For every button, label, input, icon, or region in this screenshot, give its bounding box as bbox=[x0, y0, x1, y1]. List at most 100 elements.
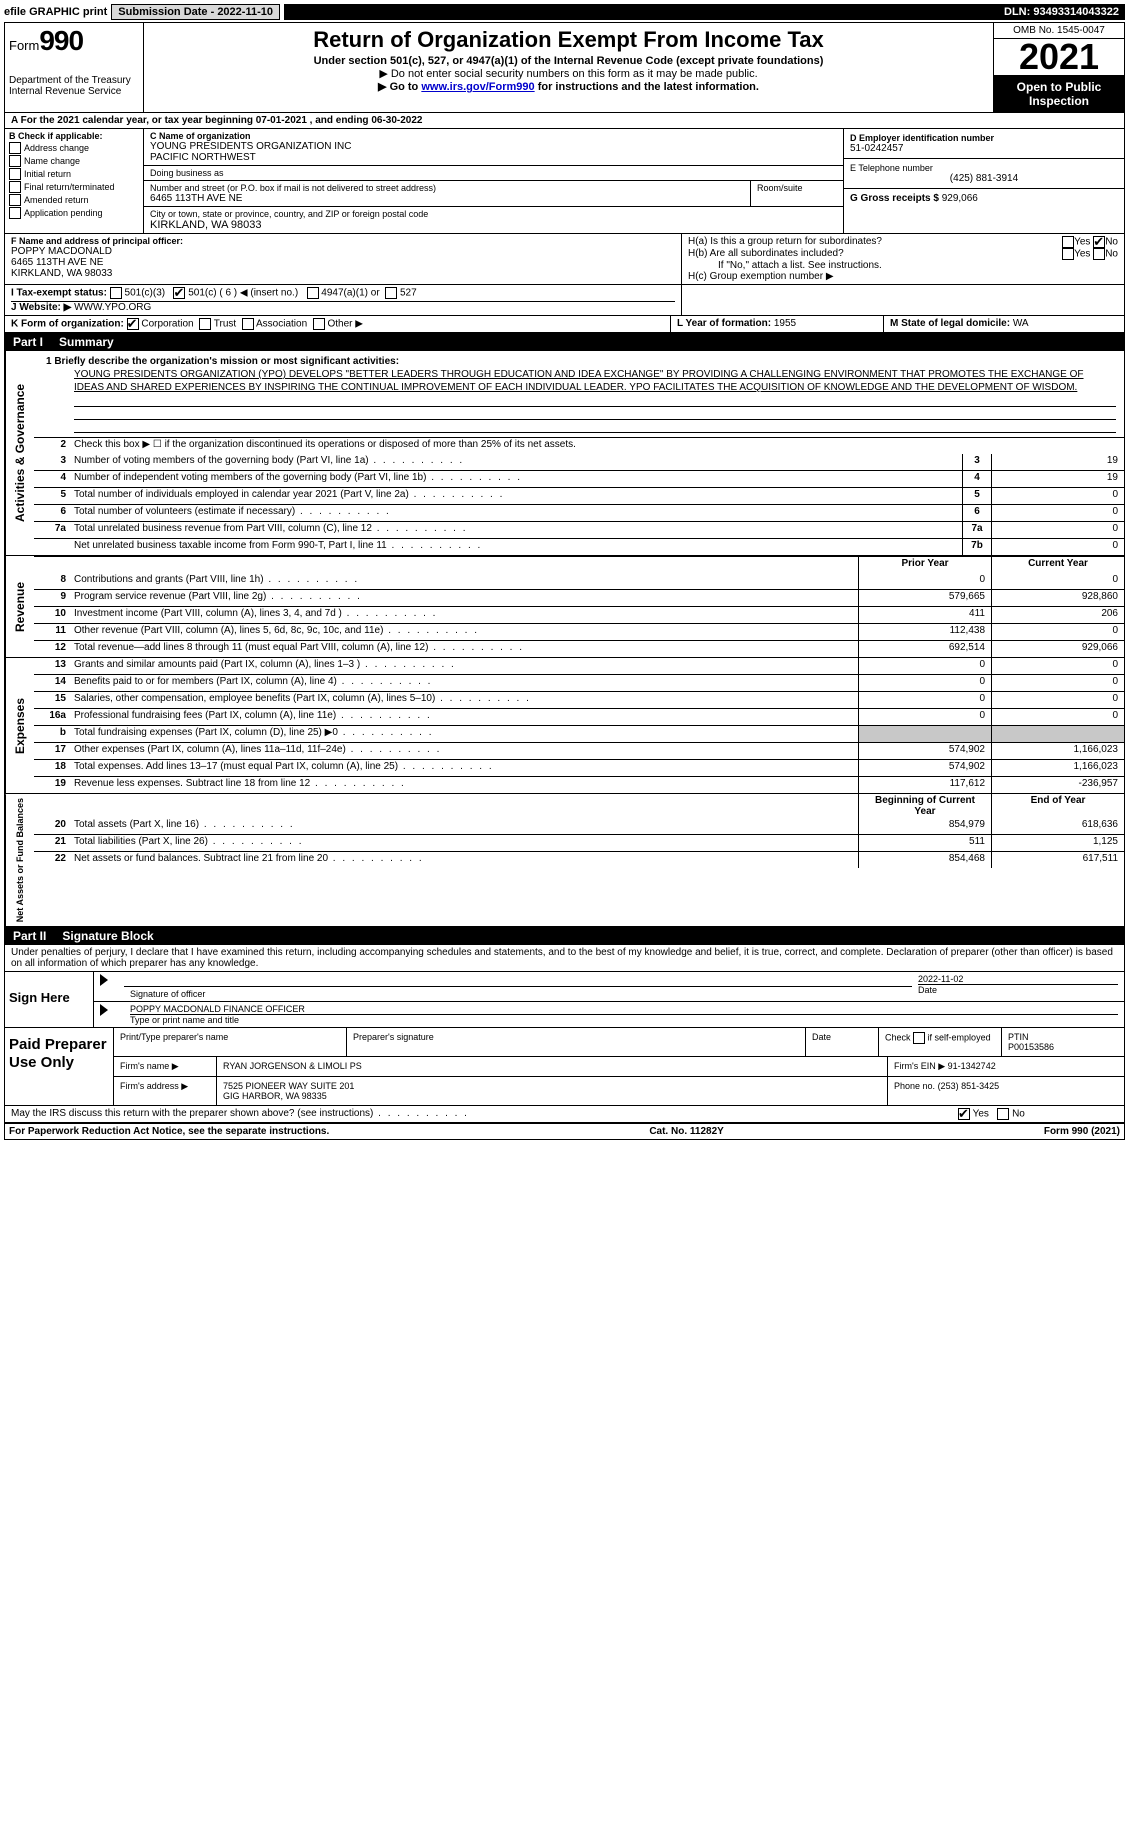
line-label: Total expenses. Add lines 13–17 (must eq… bbox=[70, 760, 858, 776]
checkbox-4947[interactable] bbox=[307, 287, 319, 299]
checkbox-other[interactable] bbox=[313, 318, 325, 330]
prior-value: 574,902 bbox=[858, 743, 991, 759]
prep-ptin: P00153586 bbox=[1008, 1042, 1054, 1052]
checkbox-hb-no[interactable] bbox=[1093, 248, 1105, 260]
part-2-header: Part II Signature Block bbox=[5, 927, 1124, 945]
label-phone: E Telephone number bbox=[850, 163, 1118, 173]
label-amended: Amended return bbox=[24, 195, 89, 205]
subtitle-2: ▶ Do not enter social security numbers o… bbox=[152, 67, 985, 80]
checkbox-name-change[interactable] bbox=[9, 155, 21, 167]
submission-date-button[interactable]: Submission Date - 2022-11-10 bbox=[111, 4, 280, 20]
prior-value: 0 bbox=[858, 573, 991, 589]
section-net-assets: Net Assets or Fund Balances Beginning of… bbox=[5, 794, 1124, 927]
irs-link[interactable]: www.irs.gov/Form990 bbox=[421, 81, 534, 93]
checkbox-assoc[interactable] bbox=[242, 318, 254, 330]
checkbox-501c[interactable] bbox=[173, 287, 185, 299]
box-b-title: B Check if applicable: bbox=[9, 131, 139, 141]
mission-label: 1 Briefly describe the organization's mi… bbox=[46, 355, 1116, 368]
label-officer: F Name and address of principal officer: bbox=[11, 236, 675, 246]
checkbox-app-pending[interactable] bbox=[9, 207, 21, 219]
opt-501c3: 501(c)(3) bbox=[125, 288, 166, 299]
prep-h3: Date bbox=[806, 1028, 879, 1056]
mission-text: YOUNG PRESIDENTS ORGANIZATION (YPO) DEVE… bbox=[74, 369, 1084, 393]
line-label: Total number of individuals employed in … bbox=[70, 488, 962, 504]
footer-mid: Cat. No. 11282Y bbox=[649, 1126, 723, 1137]
line-label: Total fundraising expenses (Part IX, col… bbox=[70, 726, 858, 742]
prep-selfemp: if self-employed bbox=[928, 1033, 991, 1043]
side-revenue: Revenue bbox=[5, 556, 34, 657]
efile-label: efile GRAPHIC print bbox=[4, 6, 107, 18]
discuss-row: May the IRS discuss this return with the… bbox=[5, 1106, 1124, 1124]
checkbox-amended[interactable] bbox=[9, 194, 21, 206]
officer-addr1: 6465 113TH AVE NE bbox=[11, 257, 675, 268]
dln-bar: DLN: 93493314043322 bbox=[284, 4, 1125, 20]
line-box: 6 bbox=[962, 505, 991, 521]
footer: For Paperwork Reduction Act Notice, see … bbox=[5, 1124, 1124, 1139]
col-prior-year: Prior Year bbox=[858, 557, 991, 573]
hb-yes: Yes bbox=[1074, 249, 1090, 260]
sign-date-label: Date bbox=[918, 984, 1118, 995]
sign-name: POPPY MACDONALD FINANCE OFFICER bbox=[130, 1004, 1118, 1014]
prep-h1: Print/Type preparer's name bbox=[114, 1028, 347, 1056]
line-label: Investment income (Part VIII, column (A)… bbox=[70, 607, 858, 623]
row-i-j: I Tax-exempt status: 501(c)(3) 501(c) ( … bbox=[5, 285, 1124, 316]
discuss-question: May the IRS discuss this return with the… bbox=[5, 1106, 952, 1122]
line-value: 0 bbox=[991, 539, 1124, 555]
label-tax-exempt: I Tax-exempt status: bbox=[11, 288, 107, 299]
state-domicile: WA bbox=[1013, 318, 1029, 329]
prior-value: 854,468 bbox=[858, 852, 991, 868]
label-room: Room/suite bbox=[757, 183, 837, 193]
line-label: Professional fundraising fees (Part IX, … bbox=[70, 709, 858, 725]
label-form-org: K Form of organization: bbox=[11, 319, 124, 330]
label-final-return: Final return/terminated bbox=[24, 182, 115, 192]
mission-block: 1 Briefly describe the organization's mi… bbox=[34, 351, 1124, 437]
header-details: B Check if applicable: Address change Na… bbox=[5, 129, 1124, 234]
checkbox-discuss-no[interactable] bbox=[997, 1108, 1009, 1120]
checkbox-ha-yes[interactable] bbox=[1062, 236, 1074, 248]
firm-ein: 91-1342742 bbox=[948, 1061, 996, 1071]
paid-preparer-label: Paid Preparer Use Only bbox=[5, 1028, 114, 1105]
firm-addr-label: Firm's address ▶ bbox=[114, 1077, 217, 1105]
line-label: Contributions and grants (Part VIII, lin… bbox=[70, 573, 858, 589]
firm-phone: (253) 851-3425 bbox=[938, 1081, 1000, 1091]
opt-trust: Trust bbox=[214, 319, 236, 330]
checkbox-initial-return[interactable] bbox=[9, 168, 21, 180]
officer-name: POPPY MACDONALD bbox=[11, 246, 675, 257]
tax-year: 2021 bbox=[994, 39, 1124, 76]
current-value: 0 bbox=[991, 709, 1124, 725]
side-expenses: Expenses bbox=[5, 658, 34, 793]
dept-treasury: Department of the Treasury Internal Reve… bbox=[9, 75, 139, 97]
checkbox-527[interactable] bbox=[385, 287, 397, 299]
current-value: 618,636 bbox=[991, 818, 1124, 834]
opt-501c: 501(c) ( 6 ) ◀ (insert no.) bbox=[188, 288, 298, 299]
line-label: Total liabilities (Part X, line 26) bbox=[70, 835, 858, 851]
firm-name: RYAN JORGENSON & LIMOLI PS bbox=[217, 1057, 888, 1076]
current-value: 0 bbox=[991, 624, 1124, 640]
label-org-name: C Name of organization bbox=[150, 131, 837, 141]
prior-value: 854,979 bbox=[858, 818, 991, 834]
line-value: 0 bbox=[991, 505, 1124, 521]
checkbox-ha-no[interactable] bbox=[1093, 236, 1105, 248]
checkbox-address-change[interactable] bbox=[9, 142, 21, 154]
hb-note: If "No," attach a list. See instructions… bbox=[688, 260, 1118, 271]
prior-value: 579,665 bbox=[858, 590, 991, 606]
checkbox-501c3[interactable] bbox=[110, 287, 122, 299]
checkbox-hb-yes[interactable] bbox=[1062, 248, 1074, 260]
checkbox-trust[interactable] bbox=[199, 318, 211, 330]
checkbox-self-employed[interactable] bbox=[913, 1032, 925, 1044]
subtitle-3: ▶ Go to www.irs.gov/Form990 for instruct… bbox=[152, 80, 985, 93]
line-value: 0 bbox=[991, 522, 1124, 538]
row-k-l-m: K Form of organization: Corporation Trus… bbox=[5, 316, 1124, 333]
discuss-no: No bbox=[1012, 1109, 1025, 1120]
checkbox-final-return[interactable] bbox=[9, 181, 21, 193]
prior-value: 0 bbox=[858, 692, 991, 708]
officer-addr2: KIRKLAND, WA 98033 bbox=[11, 268, 675, 279]
prior-value: 112,438 bbox=[858, 624, 991, 640]
ha-yes: Yes bbox=[1074, 237, 1090, 248]
checkbox-corp[interactable] bbox=[127, 318, 139, 330]
checkbox-discuss-yes[interactable] bbox=[958, 1108, 970, 1120]
line-value: 19 bbox=[991, 471, 1124, 487]
current-value: 617,511 bbox=[991, 852, 1124, 868]
line-box: 4 bbox=[962, 471, 991, 487]
label-gross-receipts: G Gross receipts $ bbox=[850, 193, 939, 204]
